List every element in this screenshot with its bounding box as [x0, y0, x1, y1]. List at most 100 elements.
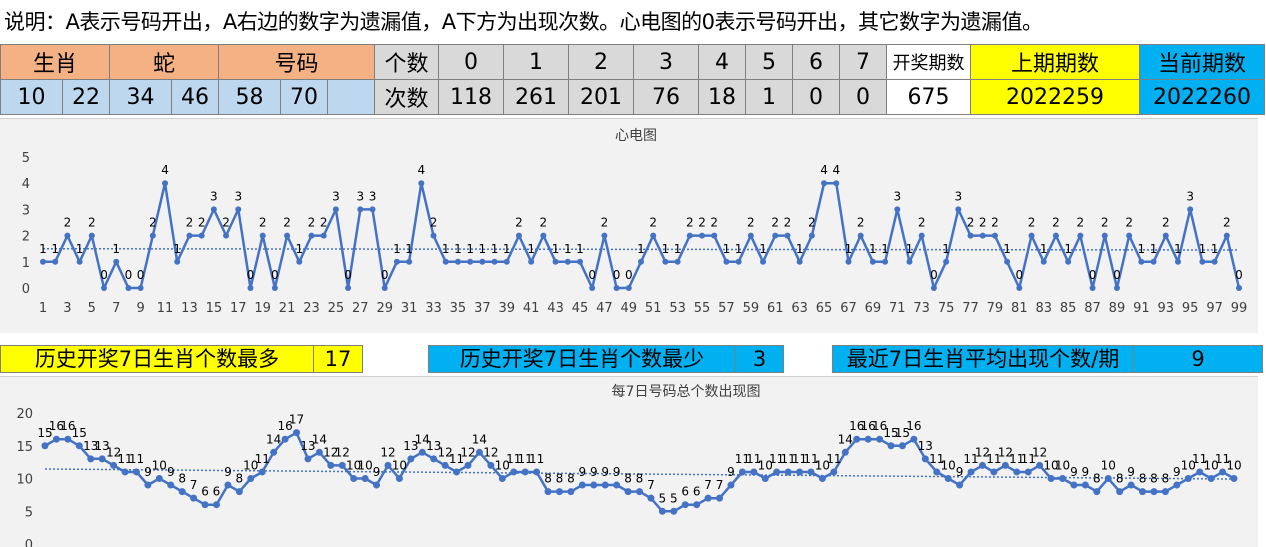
x-tick-label: 45 — [572, 301, 589, 316]
data-label: 8 — [567, 472, 575, 486]
data-label: 1 — [1150, 242, 1158, 256]
data-label: 11 — [449, 452, 464, 466]
data-point — [1236, 285, 1242, 291]
times-label: 次数 — [374, 79, 439, 115]
data-label: 2 — [918, 216, 926, 230]
data-label: 1 — [503, 242, 511, 256]
x-tick-label: 27 — [352, 301, 369, 316]
data-point — [796, 468, 804, 476]
x-tick-label: 89 — [1109, 301, 1126, 316]
data-label: 17 — [289, 413, 304, 427]
data-label: 10 — [1043, 459, 1058, 473]
number-label: 号码 — [218, 44, 375, 80]
data-point — [345, 285, 352, 291]
data-point — [613, 481, 621, 489]
chart-title: 心电图 — [615, 128, 657, 144]
data-point — [315, 448, 323, 456]
data-label: 10 — [1101, 459, 1116, 473]
data-label: 13 — [403, 439, 418, 453]
data-point — [487, 461, 495, 469]
count-key: 5 — [745, 44, 793, 80]
data-point — [167, 481, 175, 489]
data-label: 11 — [1215, 452, 1230, 466]
data-point — [454, 258, 461, 265]
data-point — [716, 494, 724, 502]
data-point — [1104, 475, 1112, 482]
x-tick-label: 57 — [718, 301, 735, 316]
data-label: 1 — [1211, 242, 1219, 256]
data-label: 10 — [392, 459, 407, 473]
data-label: 10 — [1203, 459, 1218, 473]
data-label: 9 — [1070, 465, 1078, 479]
data-label: 2 — [320, 216, 328, 230]
data-point — [1093, 488, 1101, 496]
data-label: 2 — [857, 216, 865, 230]
data-label: 10 — [346, 459, 361, 473]
x-tick-label: 31 — [401, 301, 418, 316]
x-tick-label: 63 — [791, 301, 808, 316]
x-tick-label: 7 — [112, 301, 120, 316]
data-label: 9 — [1127, 465, 1135, 479]
data-point — [544, 488, 552, 496]
data-point — [384, 461, 392, 469]
data-label: 2 — [698, 216, 706, 230]
x-tick-label: 13 — [181, 301, 198, 316]
data-point — [990, 468, 998, 476]
data-point — [259, 232, 266, 239]
data-label: 13 — [83, 439, 98, 453]
data-label: 11 — [963, 452, 978, 466]
data-point — [418, 180, 425, 187]
data-point — [590, 481, 598, 489]
data-point — [320, 232, 327, 239]
data-point — [808, 232, 815, 239]
data-label: 8 — [624, 472, 632, 486]
data-label: 2 — [649, 216, 657, 230]
number-cell: 22 — [62, 79, 110, 115]
data-point — [1219, 468, 1227, 476]
data-point — [1161, 488, 1169, 496]
data-label: 8 — [178, 472, 186, 486]
data-point — [281, 435, 289, 443]
data-label: 0 — [1113, 268, 1121, 282]
count-value: 261 — [503, 79, 569, 115]
data-point — [498, 475, 506, 482]
chart-title: 每7日号码总个数出现图 — [612, 384, 761, 400]
y-tick-label: 1 — [22, 256, 30, 271]
data-point — [510, 468, 518, 476]
count-value: 201 — [568, 79, 634, 115]
data-point — [247, 475, 255, 482]
x-tick-label: 33 — [425, 301, 442, 316]
data-label: 1 — [393, 242, 401, 256]
data-point — [198, 232, 205, 239]
data-point — [174, 258, 181, 265]
data-label: 2 — [1052, 216, 1060, 230]
data-point — [845, 258, 852, 265]
data-point — [723, 258, 730, 265]
number-cell: 70 — [280, 79, 328, 115]
data-point — [453, 468, 461, 476]
max-count-label: 历史开奖7日生肖个数最多 — [0, 345, 314, 373]
data-label: 2 — [991, 216, 999, 230]
data-point — [578, 481, 586, 489]
data-label: 1 — [564, 242, 572, 256]
data-point — [552, 258, 559, 265]
y-tick-label: 20 — [16, 407, 33, 422]
data-label: 0 — [1016, 268, 1024, 282]
data-label: 2 — [540, 216, 548, 230]
data-point — [658, 507, 666, 515]
x-tick-label: 79 — [987, 301, 1004, 316]
data-point — [1028, 232, 1035, 239]
data-point — [784, 468, 792, 476]
data-point — [1184, 475, 1192, 482]
data-point — [101, 285, 108, 291]
data-point — [75, 442, 83, 450]
data-point — [540, 232, 547, 239]
data-label: 2 — [686, 216, 694, 230]
x-tick-label: 11 — [157, 301, 174, 316]
prev-period-value: 2022259 — [970, 79, 1140, 115]
data-point — [727, 481, 735, 489]
max-count-value: 17 — [313, 345, 363, 373]
data-label: 3 — [332, 189, 340, 203]
data-point — [589, 285, 596, 291]
data-point — [943, 258, 950, 265]
